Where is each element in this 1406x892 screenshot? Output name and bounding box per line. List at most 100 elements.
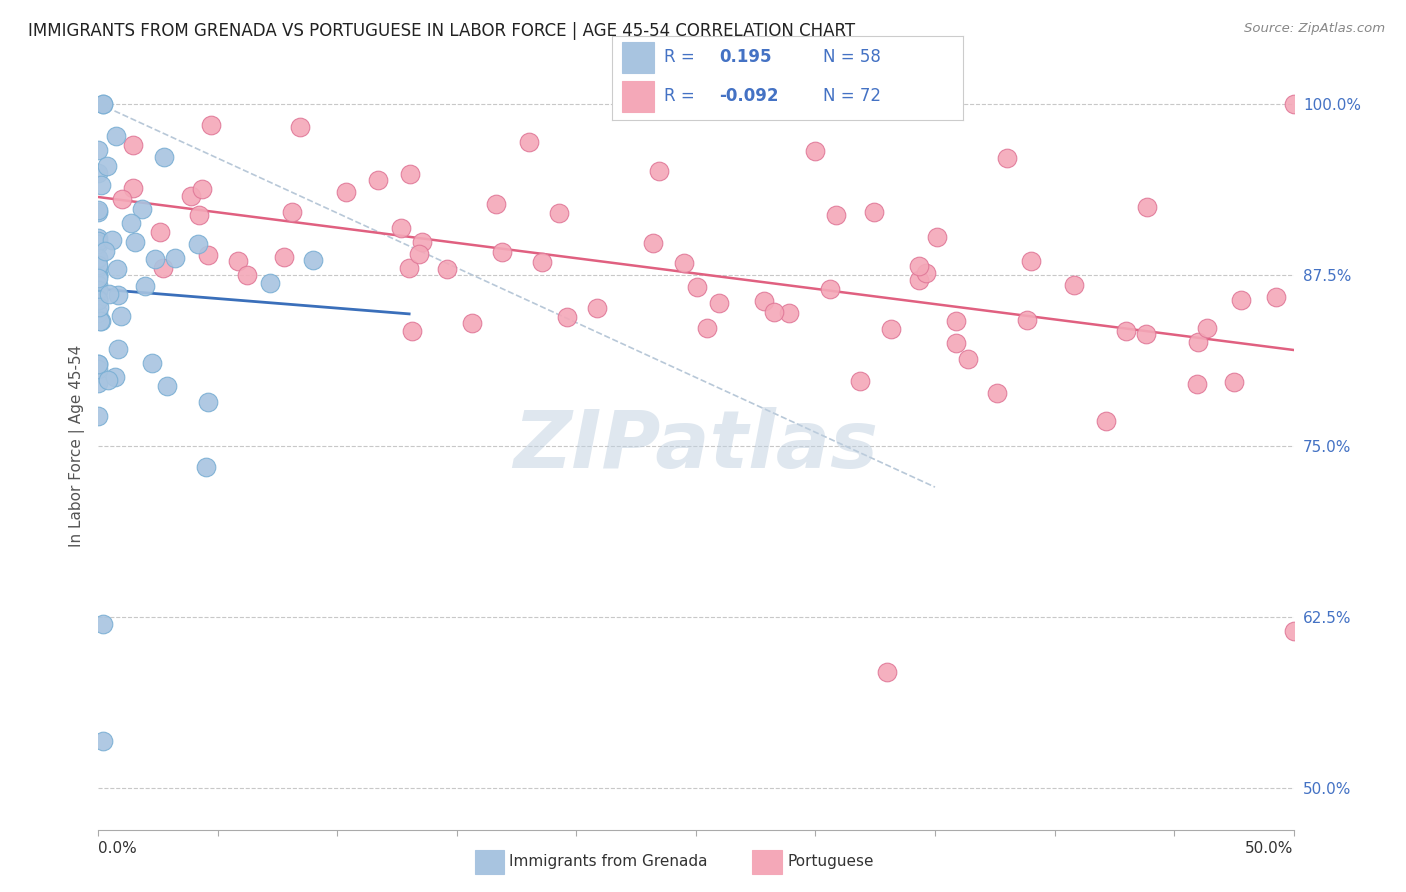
Point [97, 286, 120, 301]
Point [1195, 321, 1218, 335]
Point [180, 189, 202, 203]
Point [134, 278, 156, 293]
Point [824, 208, 846, 222]
Point [87, 231, 110, 245]
Point [191, 182, 214, 196]
Point [273, 250, 295, 264]
Point [1187, 376, 1209, 391]
Point [87, 376, 110, 390]
Point [1136, 200, 1159, 214]
Point [110, 309, 132, 323]
Point [849, 375, 872, 389]
Point [87, 166, 110, 180]
Point [87, 409, 110, 423]
Point [121, 137, 143, 152]
Point [1282, 96, 1305, 111]
Point [156, 379, 179, 393]
Point [707, 296, 730, 310]
Point [165, 251, 187, 265]
Point [107, 288, 129, 302]
Point [145, 252, 167, 267]
Point [87, 203, 110, 218]
Point [187, 208, 209, 222]
Point [408, 246, 430, 260]
Point [915, 266, 938, 280]
Point [876, 665, 898, 679]
Point [1094, 414, 1116, 428]
Point [87, 205, 110, 219]
Point [200, 119, 222, 133]
Point [519, 135, 541, 149]
Point [1019, 253, 1042, 268]
Text: R =: R = [665, 87, 695, 105]
Text: Source: ZipAtlas.com: Source: ZipAtlas.com [1244, 22, 1385, 36]
Point [101, 233, 124, 247]
Point [122, 181, 145, 195]
Point [195, 459, 218, 474]
Text: ZIPatlas: ZIPatlas [513, 407, 879, 485]
Point [643, 235, 665, 250]
Point [87, 268, 110, 282]
Point [907, 273, 929, 287]
Text: R =: R = [665, 48, 695, 66]
Point [302, 253, 325, 268]
Point [111, 192, 134, 206]
Point [153, 150, 176, 164]
Point [90, 313, 112, 327]
Point [925, 229, 948, 244]
Point [281, 205, 304, 219]
Point [1135, 327, 1157, 342]
Text: IMMIGRANTS FROM GRENADA VS PORTUGUESE IN LABOR FORCE | AGE 45-54 CORRELATION CHA: IMMIGRANTS FROM GRENADA VS PORTUGUESE IN… [28, 22, 855, 40]
Point [686, 280, 709, 294]
Point [461, 316, 484, 330]
Point [1015, 313, 1038, 327]
Point [91, 96, 114, 111]
Point [1282, 624, 1305, 638]
Point [586, 301, 609, 315]
Point [87, 270, 110, 285]
Bar [621, 43, 654, 73]
Point [104, 369, 127, 384]
Point [87, 293, 110, 307]
Bar [621, 81, 654, 112]
Point [411, 235, 433, 250]
Point [401, 324, 423, 338]
Point [87, 278, 110, 293]
Point [236, 268, 259, 282]
Point [104, 129, 127, 144]
Point [485, 197, 508, 211]
Point [555, 310, 578, 324]
Point [763, 305, 786, 319]
Point [89, 314, 111, 328]
Point [804, 145, 827, 159]
Point [87, 268, 110, 282]
Point [945, 335, 967, 350]
Point [880, 321, 903, 335]
Point [908, 260, 931, 274]
Point [1187, 334, 1209, 349]
Point [87, 260, 110, 274]
Point [398, 261, 420, 276]
Point [90, 178, 112, 192]
Point [226, 253, 249, 268]
Text: 0.0%: 0.0% [98, 840, 138, 855]
Text: -0.092: -0.092 [718, 87, 779, 105]
Point [141, 356, 163, 370]
Point [91, 96, 114, 111]
Text: N = 58: N = 58 [823, 48, 880, 66]
Point [1223, 375, 1246, 389]
Point [87, 284, 110, 298]
Point [87, 234, 110, 248]
Point [778, 306, 800, 320]
Point [995, 152, 1018, 166]
Point [1264, 289, 1286, 303]
Point [530, 255, 553, 269]
Point [754, 293, 776, 308]
Point [149, 225, 172, 239]
Point [87, 357, 110, 371]
Point [491, 244, 513, 259]
Point [399, 167, 422, 181]
Point [87, 293, 110, 308]
Point [436, 262, 458, 277]
Point [288, 120, 311, 135]
